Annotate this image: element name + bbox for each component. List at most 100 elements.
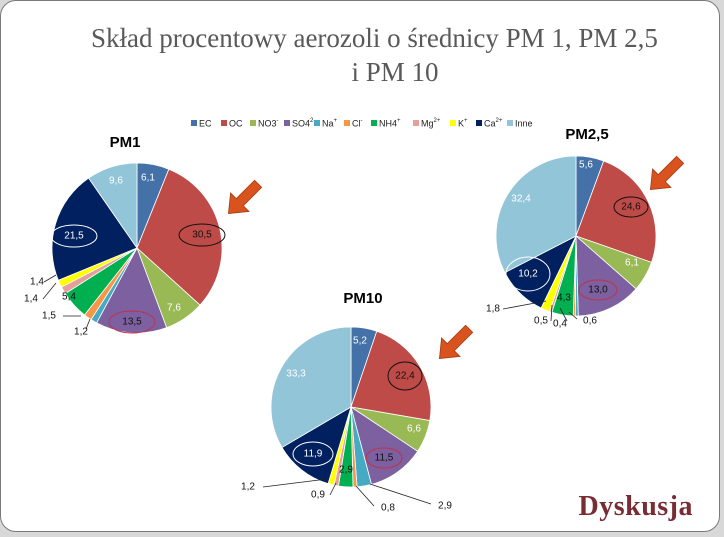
arrow-shape (649, 155, 685, 191)
legend-label: Na+ (322, 118, 338, 129)
slide-title-line-2: i PM 10 (351, 57, 439, 87)
pie-slice-ca (281, 406, 352, 485)
data-label-no3: 6,6 (407, 424, 421, 435)
data-label-so4: 13,0 (588, 285, 608, 296)
legend-label: OC (229, 118, 243, 128)
data-label-mg: 0,5 (534, 316, 548, 327)
legend-label: NH4+ (379, 118, 401, 129)
pie-pm1: 6,1 30,5 7,6 13,5 21,5 9,6 (42, 162, 226, 334)
leader-line (43, 274, 57, 283)
legend-label: Cl- (352, 118, 363, 129)
data-label-no3: 7,6 (167, 303, 181, 314)
legend-item-oc: OC (221, 118, 243, 128)
data-label-k: 1,4 (24, 294, 38, 305)
data-label-na: 0,6 (583, 316, 597, 327)
data-label-k: 1,2 (241, 482, 255, 493)
leader-line (502, 300, 547, 310)
leader-line (262, 478, 328, 488)
data-label-nh4: 5,4 (62, 292, 76, 303)
data-label-oc: 30,5 (192, 230, 212, 241)
pie-slice-ca (51, 177, 138, 281)
pie-slice-inne (88, 162, 138, 250)
pie-title: PM1 (110, 134, 141, 151)
data-label-cl: 0,4 (553, 319, 567, 330)
data-label-ca: 10,2 (518, 269, 538, 280)
label-highlight-ellipse (50, 224, 98, 248)
pie-pm10: 5,2 22,4 6,6 11,5 2,9 11,9 33,3 (262, 326, 432, 507)
data-label-ca: 11,9 (304, 449, 323, 460)
data-label-ec: 5,2 (353, 336, 367, 347)
leader-line (329, 482, 337, 496)
data-label-cl: 1,5 (42, 311, 56, 322)
data-label-nh4: 2,9 (339, 465, 353, 476)
legend-swatch (450, 120, 456, 126)
legend-item-k: K+ (450, 118, 468, 129)
legend-swatch (507, 120, 513, 126)
label-highlight-ellipse (387, 361, 423, 391)
label-highlight-ellipse (578, 279, 618, 301)
leader-line (550, 304, 553, 322)
legend-item-no3: NO3- (250, 118, 279, 129)
legend-item-inne: Inne (507, 118, 533, 128)
data-label-k: 1,8 (486, 304, 500, 315)
legend-swatch (314, 120, 320, 126)
arrow-icon-pm10 (438, 324, 474, 360)
legend-item-na: Na+ (314, 118, 338, 129)
legend-item-cl: Cl- (344, 118, 363, 129)
leader-line (85, 318, 91, 330)
legend-label: SO42- (292, 118, 315, 129)
data-label-ca: 21,5 (64, 231, 84, 242)
data-label-na: 1,2 (74, 327, 88, 338)
label-highlight-ellipse (178, 223, 226, 247)
legend-swatch (284, 120, 290, 126)
legend-label: EC (199, 118, 212, 128)
data-label-inne: 9,6 (109, 176, 123, 187)
pie-slice-oc (350, 330, 432, 422)
arrow-shape (227, 179, 263, 215)
legend-label: Inne (515, 118, 533, 128)
data-label-oc: 22,4 (395, 371, 415, 382)
leader-line (355, 485, 375, 507)
pie-title: PM2,5 (565, 126, 608, 143)
legend-item-ca: Ca2+ (476, 118, 503, 129)
arrow-shape (438, 324, 474, 360)
leader-line (42, 282, 57, 300)
pie-title: PM10 (343, 290, 382, 307)
legend-swatch (191, 120, 197, 126)
legend-label: NO3- (258, 118, 279, 129)
data-label-so4: 13,5 (122, 317, 142, 328)
data-label-nh4: 4,3 (557, 293, 571, 304)
data-label-mg: 1,4 (30, 277, 44, 288)
legend-swatch (344, 120, 350, 126)
legend-item-nh4: NH4+ (371, 118, 401, 129)
legend-swatch (413, 120, 419, 126)
legend-swatch (221, 120, 227, 126)
footer-label: Dyskusja (578, 491, 693, 522)
data-label-ec: 6,1 (141, 173, 155, 184)
label-highlight-ellipse (108, 310, 156, 334)
leader-line (369, 483, 432, 505)
legend-item-mg: Mg2+ (413, 118, 441, 129)
data-label-mg: 0,9 (311, 490, 325, 501)
pie-charts: EC OC NO3- SO42- Na+ Cl- NH4+ Mg2+ K+ Ca2+ Inne 6,1… (24, 118, 685, 514)
data-label-inne: 32,4 (511, 194, 531, 205)
legend-item-so4: SO42- (284, 118, 315, 129)
legend-label: K+ (458, 118, 468, 129)
label-highlight-ellipse (505, 256, 551, 292)
data-label-so4: 11,5 (375, 453, 394, 464)
legend-swatch (371, 120, 377, 126)
legend-item-ec: EC (191, 118, 212, 128)
legend-label: Mg2+ (421, 118, 441, 129)
pie-pm2-5: 5,6 24,6 6,1 13,0 4,3 10,2 32,4 (495, 155, 657, 322)
label-highlight-ellipse (365, 447, 403, 469)
pie-slice-inne (495, 155, 577, 274)
label-highlight-ellipse (292, 441, 334, 467)
arrow-icon-pm25 (649, 155, 685, 191)
legend-swatch (476, 120, 482, 126)
label-highlight-ellipse (613, 196, 649, 218)
data-label-oc: 24,6 (621, 202, 641, 213)
data-label-ec: 5,6 (579, 160, 593, 171)
pie-slice-so4 (575, 235, 637, 317)
legend-label: Ca2+ (484, 118, 503, 129)
